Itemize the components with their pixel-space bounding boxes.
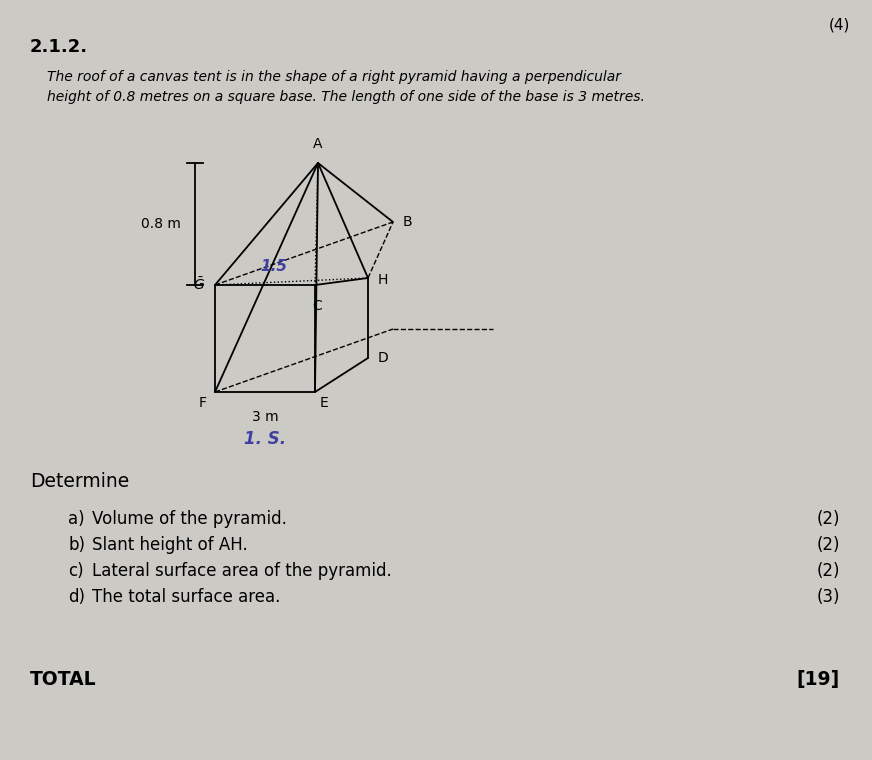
Text: Lateral surface area of the pyramid.: Lateral surface area of the pyramid.: [92, 562, 392, 580]
Text: d): d): [68, 588, 85, 606]
Text: c): c): [68, 562, 84, 580]
Text: The total surface area.: The total surface area.: [92, 588, 281, 606]
Text: D: D: [378, 351, 389, 365]
Text: 1.5: 1.5: [260, 259, 287, 274]
Text: H: H: [378, 273, 388, 287]
Text: The roof of a canvas tent is in the shape of a right pyramid having a perpendicu: The roof of a canvas tent is in the shap…: [47, 70, 621, 84]
Text: [19]: [19]: [797, 670, 840, 689]
Text: (2): (2): [816, 510, 840, 528]
Text: (2): (2): [816, 536, 840, 554]
Text: 1. S.: 1. S.: [244, 430, 286, 448]
Text: C: C: [312, 299, 322, 313]
Text: a): a): [68, 510, 85, 528]
Text: (3): (3): [816, 588, 840, 606]
Text: Volume of the pyramid.: Volume of the pyramid.: [92, 510, 287, 528]
Text: Determine: Determine: [30, 472, 129, 491]
Text: A: A: [313, 137, 323, 151]
Text: B: B: [403, 215, 412, 229]
Text: $\bar{G}$: $\bar{G}$: [193, 277, 205, 293]
Text: b): b): [68, 536, 85, 554]
Text: 0.8 m: 0.8 m: [141, 217, 181, 231]
Text: (2): (2): [816, 562, 840, 580]
Text: 3 m: 3 m: [252, 410, 278, 424]
Text: Slant height of AH.: Slant height of AH.: [92, 536, 248, 554]
Text: F: F: [199, 396, 207, 410]
Text: height of 0.8 metres on a square base. The length of one side of the base is 3 m: height of 0.8 metres on a square base. T…: [47, 90, 645, 104]
Text: TOTAL: TOTAL: [30, 670, 97, 689]
Text: 2.1.2.: 2.1.2.: [30, 38, 88, 56]
Text: E: E: [320, 396, 329, 410]
Text: (4): (4): [828, 18, 850, 33]
